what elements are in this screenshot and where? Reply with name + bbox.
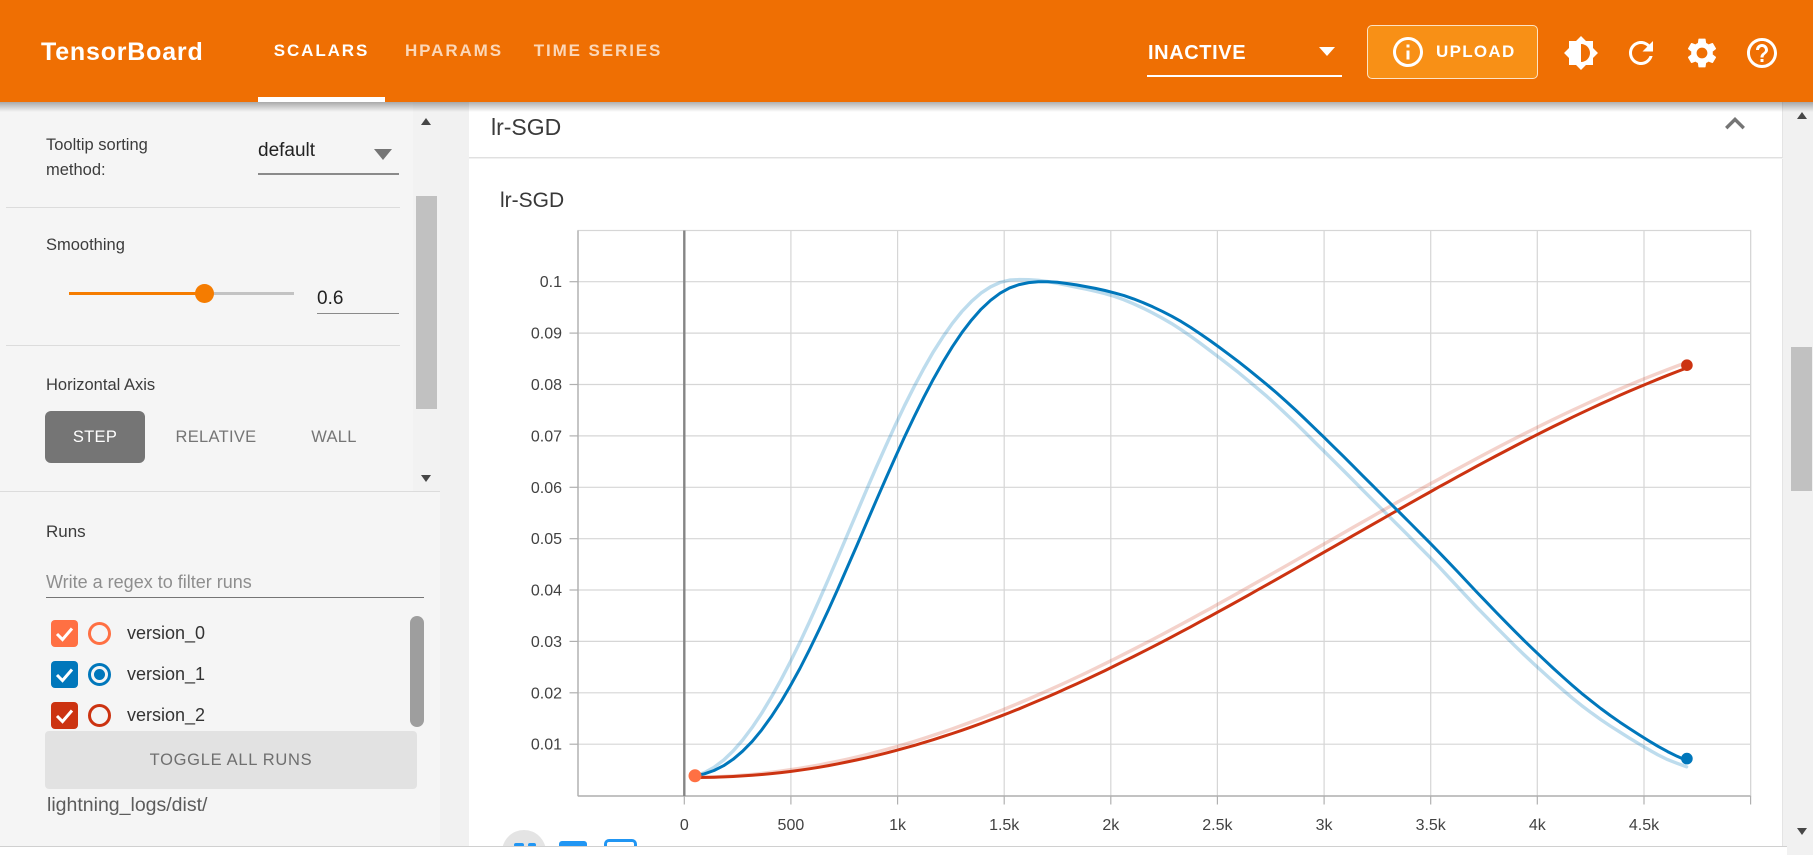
svg-text:1.5k: 1.5k	[989, 817, 1020, 834]
svg-text:0.09: 0.09	[531, 326, 562, 343]
svg-text:0.01: 0.01	[531, 737, 562, 754]
svg-text:2k: 2k	[1102, 817, 1120, 834]
svg-text:0.05: 0.05	[531, 531, 562, 548]
svg-text:0.03: 0.03	[531, 634, 562, 651]
svg-text:4.5k: 4.5k	[1629, 817, 1660, 834]
svg-text:0.06: 0.06	[531, 480, 562, 497]
svg-text:4k: 4k	[1529, 817, 1547, 834]
svg-text:0.07: 0.07	[531, 428, 562, 445]
svg-text:0.1: 0.1	[540, 274, 562, 291]
svg-text:0.04: 0.04	[531, 583, 562, 600]
svg-text:0: 0	[680, 817, 689, 834]
svg-text:1k: 1k	[889, 817, 907, 834]
svg-text:3.5k: 3.5k	[1416, 817, 1447, 834]
svg-text:2.5k: 2.5k	[1202, 817, 1233, 834]
svg-text:0.08: 0.08	[531, 377, 562, 394]
svg-text:3k: 3k	[1316, 817, 1334, 834]
svg-text:0.02: 0.02	[531, 685, 562, 702]
svg-text:500: 500	[778, 817, 805, 834]
